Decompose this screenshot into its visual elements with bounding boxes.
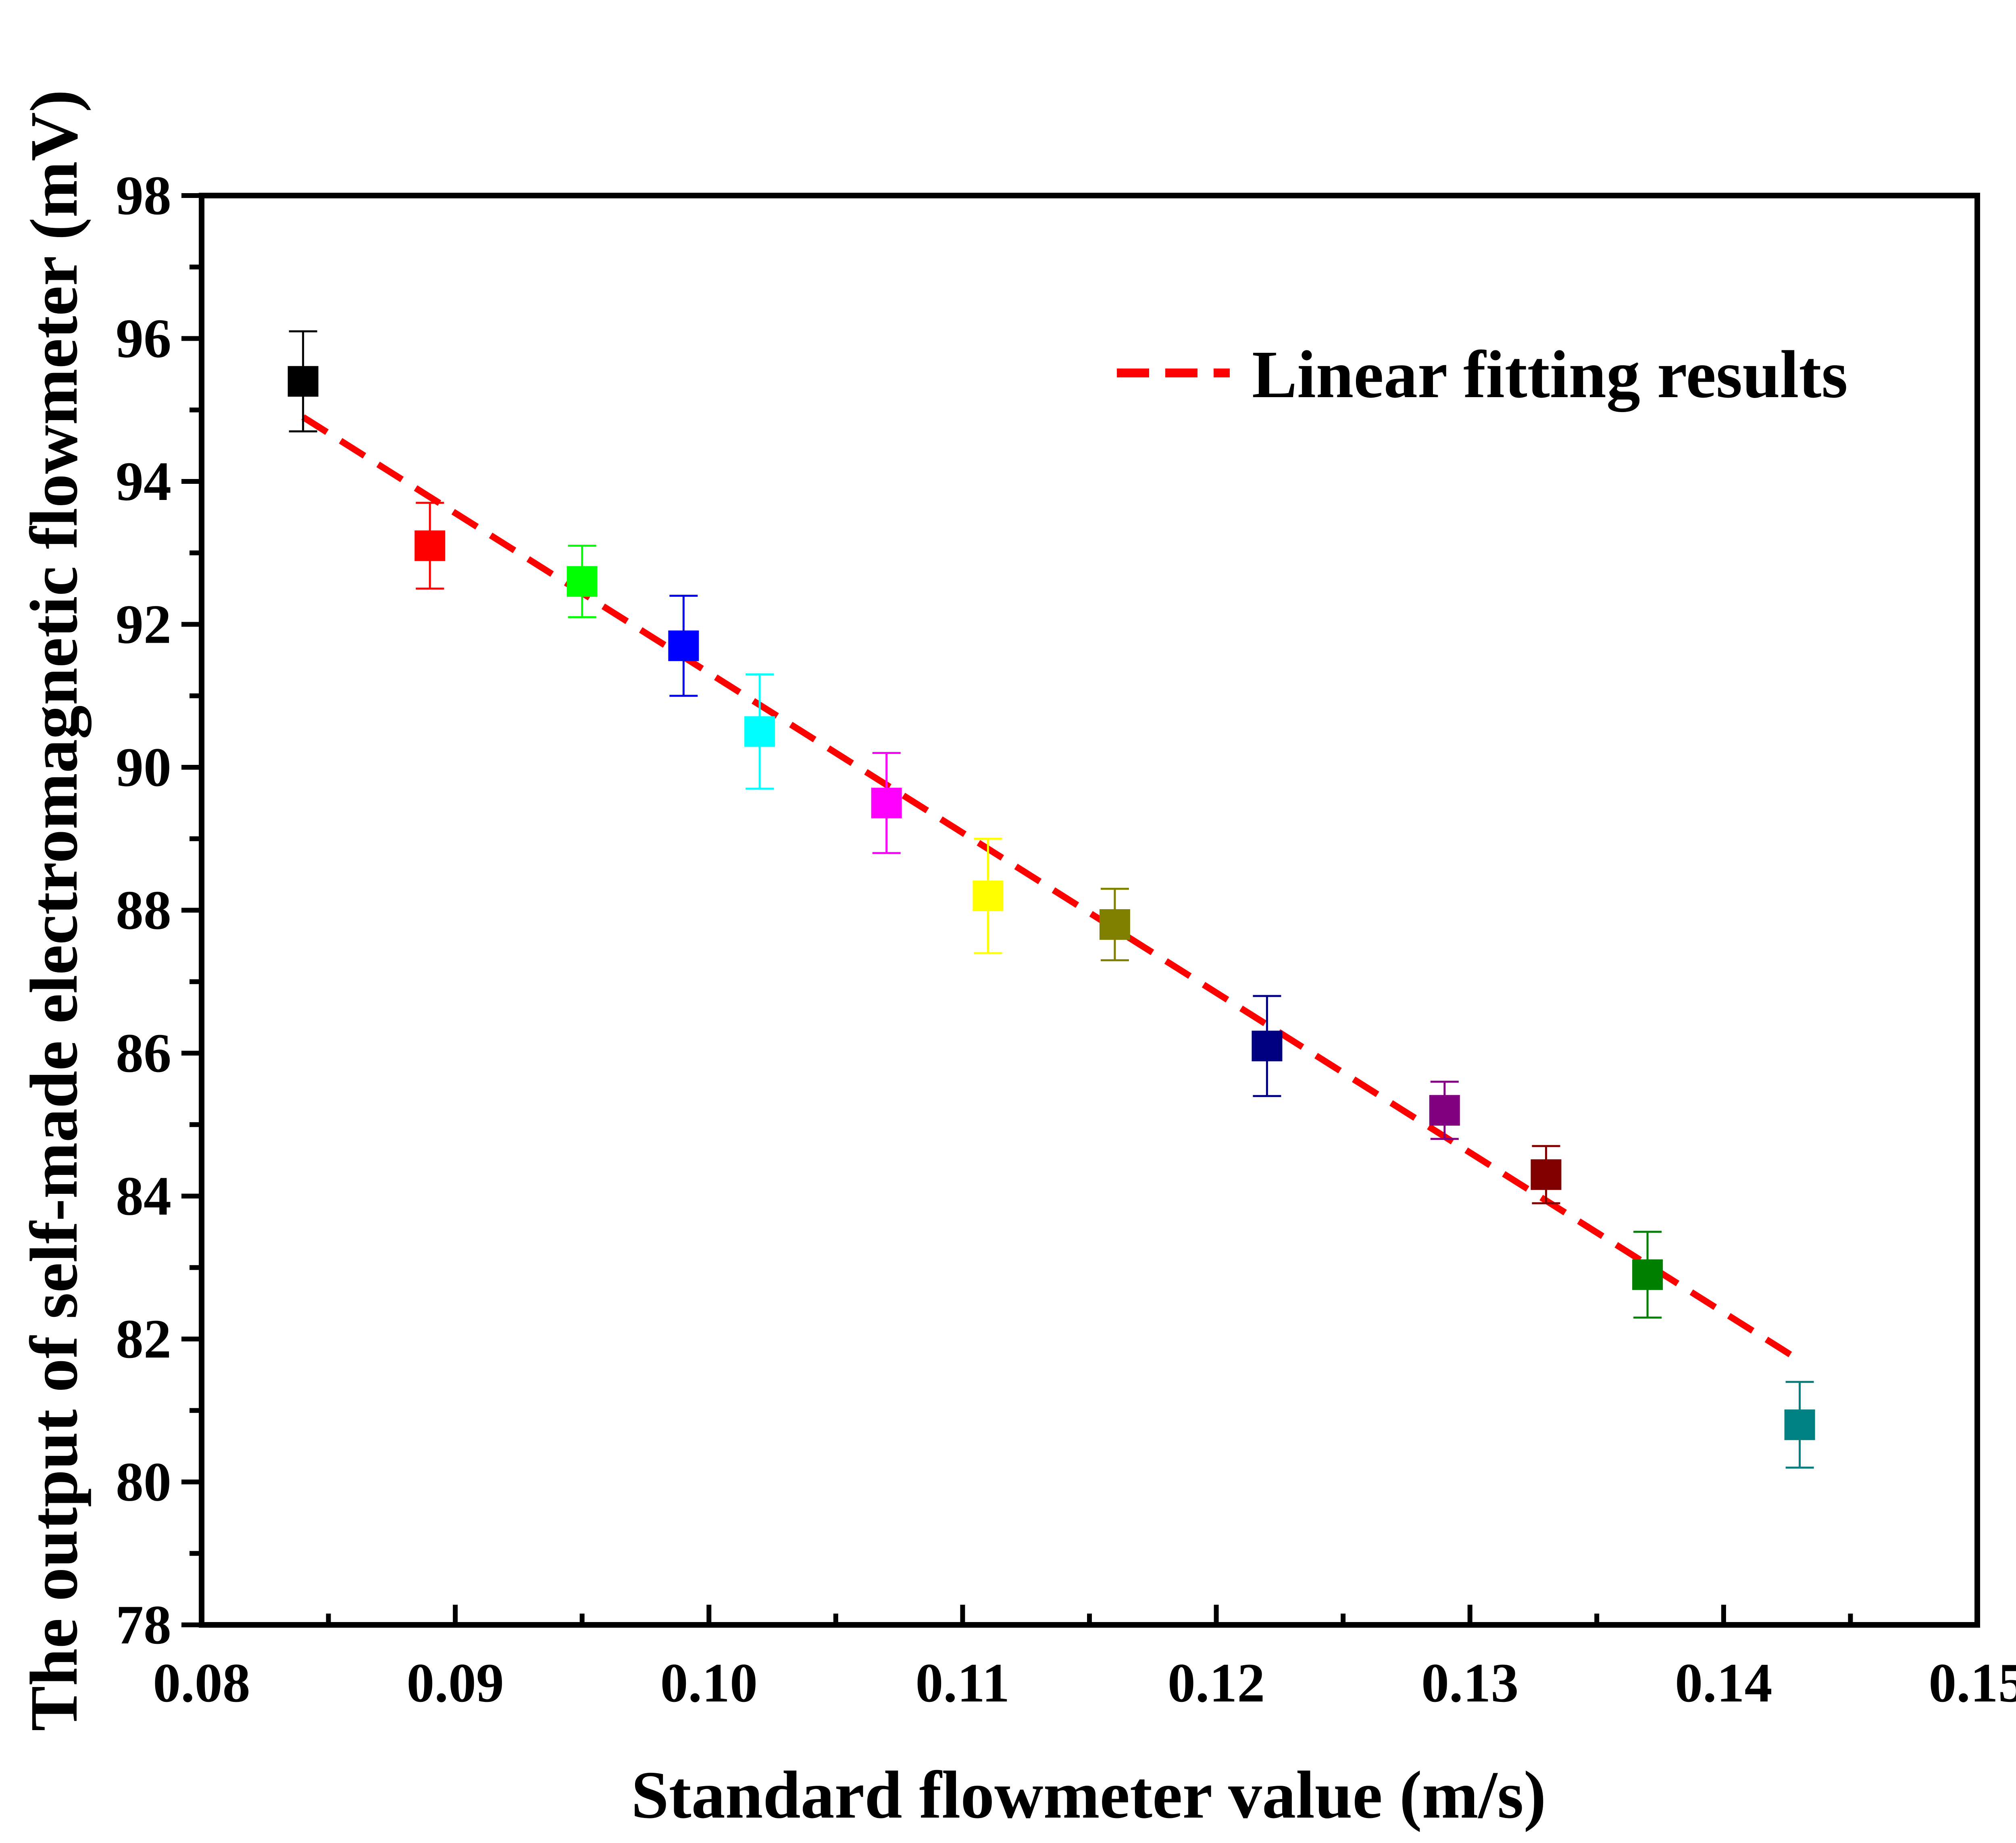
x-tick-label: 0.14 xyxy=(1675,1652,1772,1714)
x-tick-label: 0.08 xyxy=(153,1652,250,1714)
data-point-marker xyxy=(1531,1159,1562,1190)
x-axis-title: Standard flowmeter value (m/s) xyxy=(631,1758,1546,1833)
y-axis-title: The output of self-made electromagnetic … xyxy=(17,90,92,1731)
data-point-group xyxy=(744,673,775,790)
data-point-marker xyxy=(668,630,699,661)
x-tick-label: 0.12 xyxy=(1168,1652,1265,1714)
y-tick-label: 90 xyxy=(116,736,171,798)
plot-layer xyxy=(287,330,1815,1469)
data-point-group xyxy=(1429,1081,1460,1140)
data-point-marker xyxy=(566,566,598,597)
y-tick-label: 96 xyxy=(116,308,171,369)
data-point-group xyxy=(1784,1381,1815,1469)
data-point-marker xyxy=(414,530,446,561)
y-tick-label: 88 xyxy=(116,879,171,941)
x-tick-label: 0.10 xyxy=(660,1652,758,1714)
data-point-group xyxy=(566,545,598,618)
y-tick-label: 80 xyxy=(116,1451,171,1513)
data-point-group xyxy=(1531,1145,1562,1204)
ticks-layer: 0.08 0.09 0.10 0.11 0.12 0.13 0.14 0.15 78 80 82 84… xyxy=(116,165,2016,1714)
legend-label: Linear fitting results xyxy=(1252,337,1848,412)
y-tick-label: 84 xyxy=(116,1165,171,1227)
y-tick-label: 78 xyxy=(116,1594,171,1656)
data-point-marker xyxy=(1252,1031,1283,1062)
data-point-group xyxy=(1632,1231,1663,1319)
data-point-group xyxy=(414,502,446,590)
data-point-marker xyxy=(1632,1259,1663,1290)
data-point-marker xyxy=(1429,1095,1460,1126)
data-point-group xyxy=(287,330,319,433)
x-tick-label: 0.13 xyxy=(1421,1652,1519,1714)
data-point-group xyxy=(1252,995,1283,1097)
data-point-marker xyxy=(973,881,1004,912)
data-point-group xyxy=(973,837,1004,954)
data-point-group xyxy=(871,752,902,854)
data-point-marker xyxy=(1784,1409,1815,1440)
data-point-marker xyxy=(744,716,775,747)
y-tick-label: 98 xyxy=(116,165,171,226)
data-point-marker xyxy=(287,366,319,397)
data-point-marker xyxy=(1099,909,1130,940)
y-tick-label: 82 xyxy=(116,1308,171,1370)
x-tick-label: 0.09 xyxy=(406,1652,504,1714)
data-point-group xyxy=(1099,887,1130,962)
data-point-group xyxy=(668,595,699,697)
y-tick-label: 92 xyxy=(116,594,171,655)
y-tick-label: 86 xyxy=(116,1022,171,1084)
data-point-marker xyxy=(871,787,902,818)
y-tick-label: 94 xyxy=(116,450,171,512)
legend: Linear fitting results xyxy=(1117,337,1848,412)
x-tick-label: 0.15 xyxy=(1929,1652,2016,1714)
x-tick-label: 0.11 xyxy=(915,1652,1010,1714)
